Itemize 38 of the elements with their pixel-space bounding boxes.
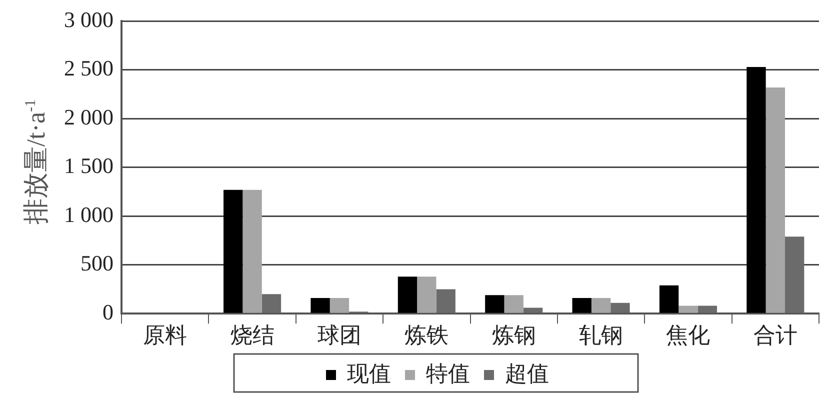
bar bbox=[610, 302, 630, 313]
bar bbox=[678, 306, 698, 313]
bar bbox=[572, 298, 592, 313]
x-tick-label: 炼铁 bbox=[404, 322, 449, 348]
bar bbox=[766, 87, 785, 313]
bar bbox=[242, 190, 262, 313]
x-tick-label: 球团 bbox=[317, 322, 362, 348]
y-tick-label: 0 bbox=[102, 299, 114, 324]
legend-label: 现值 bbox=[347, 360, 391, 386]
bar bbox=[504, 295, 524, 313]
y-tick-label: 1 000 bbox=[64, 202, 114, 227]
bar bbox=[310, 298, 330, 313]
legend-label: 特值 bbox=[426, 360, 470, 386]
x-tick-label: 烧结 bbox=[230, 322, 274, 348]
bar bbox=[746, 67, 766, 313]
bar bbox=[417, 276, 436, 313]
bar bbox=[591, 298, 611, 313]
y-tick-label: 1 500 bbox=[64, 153, 114, 178]
x-tick-label: 炼钢 bbox=[492, 322, 536, 348]
x-tick-label: 原料 bbox=[143, 322, 188, 348]
bar bbox=[485, 295, 504, 313]
x-tick-label: 焦化 bbox=[666, 322, 710, 348]
bar bbox=[398, 276, 418, 313]
bar bbox=[436, 289, 456, 313]
bar bbox=[523, 308, 543, 313]
bar bbox=[330, 298, 350, 313]
bar bbox=[659, 285, 679, 313]
y-tick-label: 2 000 bbox=[64, 104, 114, 130]
y-tick-label: 2 500 bbox=[64, 56, 114, 81]
x-tick-label: 轧钢 bbox=[579, 322, 624, 348]
bar bbox=[224, 190, 243, 313]
legend-label: 超值 bbox=[505, 360, 549, 386]
bar bbox=[784, 236, 804, 313]
bar bbox=[262, 294, 282, 313]
y-tick-label: 3 000 bbox=[64, 6, 114, 32]
bar bbox=[698, 306, 717, 313]
x-tick-label: 合计 bbox=[753, 322, 798, 348]
y-tick-label: 500 bbox=[80, 250, 114, 276]
